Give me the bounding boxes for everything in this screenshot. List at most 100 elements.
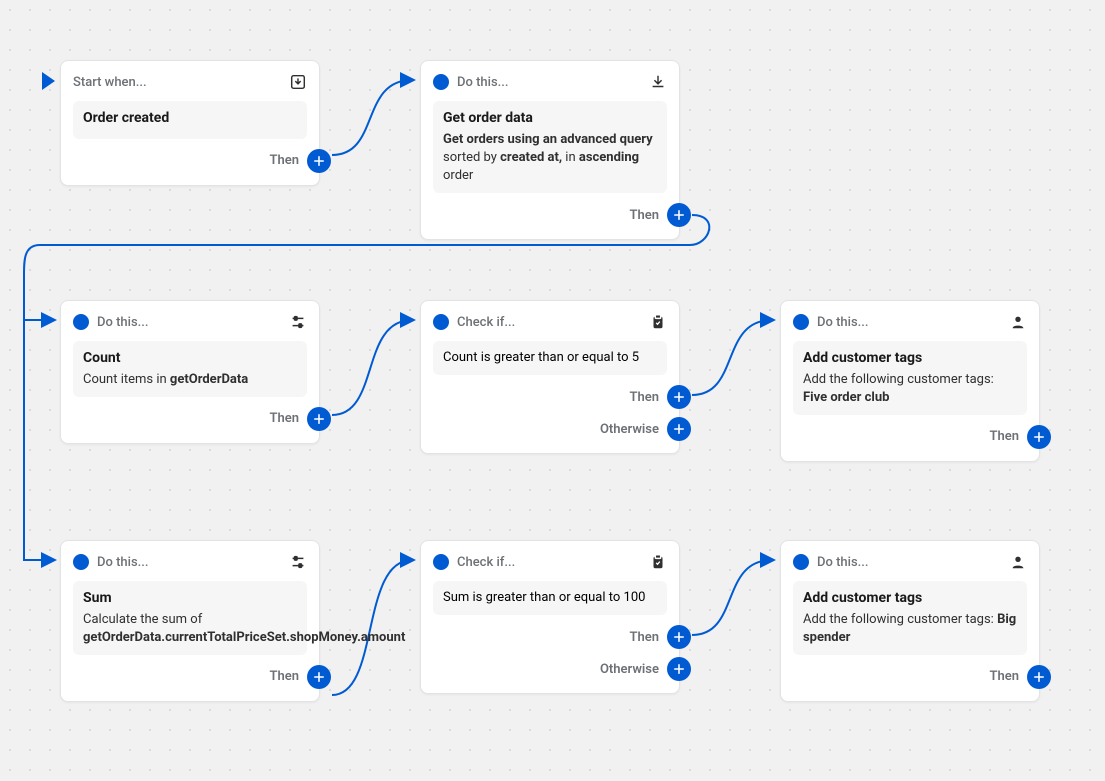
- desc-part: Get orders using an advanced query: [443, 132, 653, 147]
- body-title: Count: [83, 349, 297, 369]
- card-footer: Then: [73, 407, 307, 431]
- body-title: Order created: [83, 109, 297, 129]
- clipboard-icon: [649, 313, 667, 331]
- download-icon: [649, 73, 667, 91]
- flow-node-n7[interactable]: Check if... Sum is greater than or equal …: [420, 540, 680, 694]
- person-icon: [1009, 313, 1027, 331]
- card-header: Check if...: [433, 553, 667, 571]
- add-then-button[interactable]: [667, 625, 691, 649]
- add-otherwise-button[interactable]: [667, 417, 691, 441]
- connector: [332, 320, 412, 415]
- desc-part: Calculate the sum of: [83, 612, 202, 627]
- add-then-button[interactable]: [667, 203, 691, 227]
- header-label: Do this...: [97, 555, 149, 570]
- person-icon: [1009, 553, 1027, 571]
- header-label: Do this...: [817, 555, 869, 570]
- header-label: Check if...: [457, 315, 515, 330]
- desc-part: sorted by: [443, 150, 500, 165]
- otherwise-label: Otherwise: [600, 662, 659, 677]
- header-label: Do this...: [457, 75, 509, 90]
- desc-part: in: [562, 150, 579, 165]
- start-marker-icon: [42, 72, 55, 90]
- body-text: Sum is greater than or equal to 100: [443, 590, 645, 605]
- card-body: SumCalculate the sum of getOrderData.cur…: [73, 581, 307, 655]
- connector: [24, 320, 53, 560]
- then-label: Then: [269, 411, 299, 426]
- input-dot: [433, 74, 449, 90]
- then-label: Then: [629, 208, 659, 223]
- flow-node-n4[interactable]: Check if... Count is greater than or equa…: [420, 300, 680, 454]
- header-label: Start when...: [73, 75, 147, 90]
- body-title: Add customer tags: [803, 589, 1017, 609]
- header-label: Check if...: [457, 555, 515, 570]
- body-desc: Add the following customer tags: Big spe…: [803, 611, 1017, 647]
- input-dot: [793, 554, 809, 570]
- flow-node-n3[interactable]: Do this... Count Count items in getOrderDa…: [60, 300, 320, 444]
- card-header: Do this...: [433, 73, 667, 91]
- desc-part: Add the following customer tags:: [803, 372, 994, 387]
- card-body: Order created: [73, 101, 307, 139]
- body-title: Get order data: [443, 109, 657, 129]
- card-footer: Then: [793, 425, 1027, 449]
- add-then-button[interactable]: [307, 407, 331, 431]
- then-label: Then: [989, 429, 1019, 444]
- then-label: Then: [629, 390, 659, 405]
- body-title: Add customer tags: [803, 349, 1017, 369]
- add-otherwise-button[interactable]: [667, 657, 691, 681]
- card-body: Get order dataGet orders using an advanc…: [433, 101, 667, 193]
- add-then-button[interactable]: [307, 149, 331, 173]
- desc-part: getOrderData.currentTotalPriceSet.shopMo…: [83, 630, 405, 645]
- body-desc: Count items in getOrderData: [83, 371, 297, 389]
- flow-canvas[interactable]: Start when...Order createdThenDo this...…: [0, 0, 1105, 781]
- card-footer: Then: [73, 149, 307, 173]
- card-header: Do this...: [73, 553, 307, 571]
- body-title: Sum: [83, 589, 297, 609]
- card-header: Do this...: [793, 313, 1027, 331]
- header-label: Do this...: [817, 315, 869, 330]
- flow-node-n1[interactable]: Start when... Order created Then: [60, 60, 320, 186]
- otherwise-label: Otherwise: [600, 422, 659, 437]
- card-body: Add customer tagsAdd the following custo…: [793, 581, 1027, 655]
- add-then-button[interactable]: [307, 665, 331, 689]
- input-dot: [433, 314, 449, 330]
- import-icon: [289, 73, 307, 91]
- adjust-icon: [289, 313, 307, 331]
- desc-part: Count items in: [83, 372, 170, 387]
- flow-node-n8[interactable]: Do this...Add customer tagsAdd the follo…: [780, 540, 1040, 702]
- desc-part: getOrderData: [170, 372, 248, 387]
- connector: [332, 80, 412, 155]
- add-then-button[interactable]: [1027, 665, 1051, 689]
- card-body: Count Count items in getOrderData: [73, 341, 307, 397]
- add-then-button[interactable]: [1027, 425, 1051, 449]
- card-footer: ThenOtherwise: [433, 625, 667, 681]
- desc-part: created at,: [500, 150, 562, 165]
- body-desc: Calculate the sum of getOrderData.curren…: [83, 611, 297, 647]
- desc-part: ascending: [579, 150, 639, 165]
- card-body: Add customer tagsAdd the following custo…: [793, 341, 1027, 415]
- card-header: Do this...: [793, 553, 1027, 571]
- clipboard-icon: [649, 553, 667, 571]
- card-body: Count is greater than or equal to 5: [433, 341, 667, 375]
- body-desc: Get orders using an advanced query sorte…: [443, 131, 657, 186]
- card-header: Check if...: [433, 313, 667, 331]
- card-body: Sum is greater than or equal to 100: [433, 581, 667, 615]
- then-label: Then: [269, 669, 299, 684]
- flow-node-n6[interactable]: Do this... SumCalculate the sum of getOrd…: [60, 540, 320, 702]
- add-then-button[interactable]: [667, 385, 691, 409]
- flow-node-n5[interactable]: Do this...Add customer tagsAdd the follo…: [780, 300, 1040, 462]
- desc-part: Add the following customer tags:: [803, 612, 997, 627]
- desc-part: order: [443, 168, 473, 183]
- connector: [692, 320, 772, 395]
- then-label: Then: [989, 669, 1019, 684]
- card-footer: Then Otherwise: [433, 385, 667, 441]
- header-label: Do this...: [97, 315, 149, 330]
- card-footer: Then: [793, 665, 1027, 689]
- card-footer: Then: [73, 665, 307, 689]
- connector: [332, 560, 412, 695]
- adjust-icon: [289, 553, 307, 571]
- input-dot: [793, 314, 809, 330]
- connector: [692, 560, 772, 635]
- flow-node-n2[interactable]: Do this...Get order dataGet orders using…: [420, 60, 680, 240]
- body-desc: Add the following customer tags: Five or…: [803, 371, 1017, 407]
- desc-part: Five order club: [803, 390, 889, 405]
